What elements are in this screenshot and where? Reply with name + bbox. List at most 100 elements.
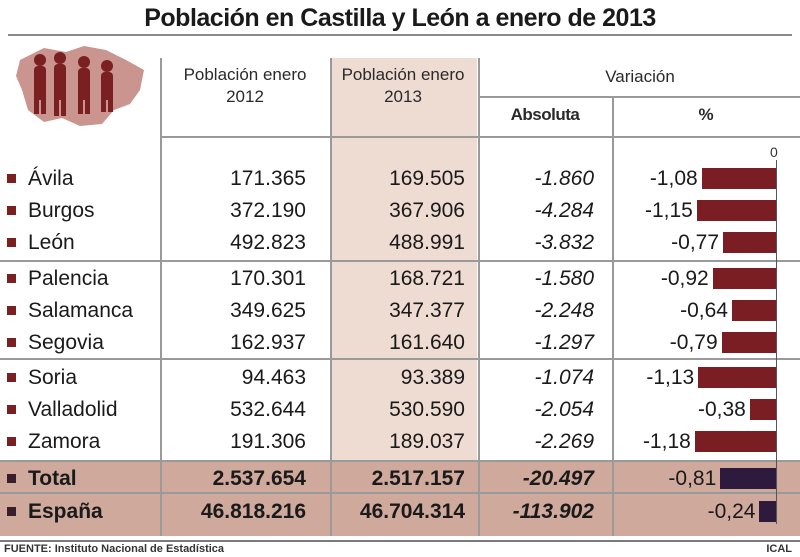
cell-variation-absolute: -1.860 [534,167,594,190]
row-name: Valladolid [28,398,118,421]
table-row: León 492.823 488.991 -3.832 -0,77 [0,227,800,259]
cell-variation-percent: -0,92 [660,267,709,290]
row-bullet-icon [7,306,16,315]
grid-h-header-bottom [160,136,800,138]
chart-title: Población en Castilla y León a enero de … [144,4,656,32]
cell-pop-2012: 162.937 [230,331,306,354]
row-name: Palencia [28,267,109,290]
row-bullet-icon [7,405,16,414]
pct-bar [694,431,776,452]
row-bullet-icon [7,206,16,215]
table-row: Palencia 170.301 168.721 -1.580 -0,92 [0,263,800,295]
pct-bar [731,300,776,321]
cell-variation-percent: -1,18 [642,430,691,453]
cell-variation-percent: -0,79 [669,331,718,354]
cell-pop-2012: 170.301 [230,267,306,290]
row-name: Salamanca [28,299,134,322]
cell-variation-absolute: -2.248 [534,299,594,322]
cell-variation-absolute: -1.580 [534,267,594,290]
table-row: Ávila 171.365 169.505 -1.860 -1,08 [0,163,800,195]
row-name: Total [28,467,77,490]
cell-variation-percent: -0,81 [668,467,717,490]
table-row: Burgos 372.190 367.906 -4.284 -1,15 [0,195,800,227]
grid-h-group2 [0,358,800,360]
row-bullet-icon [7,507,16,516]
cell-variation-percent: -0,64 [680,299,728,322]
title-divider [8,34,792,36]
pct-bar [749,399,776,420]
header-pop-2012: Población enero 2012 [183,65,307,106]
cell-pop-2012: 2.537.654 [212,467,306,490]
header-percent: % [698,105,714,124]
grid-h-total-top [0,460,800,462]
cell-pop-2013: 46.704.314 [359,500,465,523]
agency-credit: ICAL [766,543,792,555]
row-bullet-icon [7,437,16,446]
pct-bar [720,468,776,489]
header-absoluta: Absoluta [510,105,580,124]
table-row: Salamanca 349.625 347.377 -2.248 -0,64 [0,295,800,327]
cell-variation-absolute: -1.297 [534,331,594,354]
pct-bar [696,200,776,221]
row-bullet-icon [7,373,16,382]
cell-pop-2013: 93.389 [400,366,465,389]
row-name: Segovia [28,331,104,354]
cell-variation-absolute: -3.832 [534,231,594,254]
cell-variation-absolute: -2.054 [534,398,594,421]
cell-variation-percent: -0,38 [697,398,746,421]
cell-pop-2013: 530.590 [389,398,465,421]
row-bullet-icon [7,474,16,483]
table-row: España 46.818.216 46.704.314 -113.902 -0,24 [0,496,800,528]
header-variacion: Variación [605,67,675,86]
cell-variation-absolute: -20.497 [522,467,594,490]
pct-bar [712,268,776,289]
pct-bar [759,501,776,522]
cell-pop-2013: 189.037 [389,430,465,453]
row-name: Burgos [28,199,95,222]
cell-pop-2012: 532.644 [230,398,306,421]
cell-pop-2013: 161.640 [389,331,465,354]
cell-variation-percent: -1,13 [646,366,695,389]
cell-variation-percent: -0,24 [707,500,756,523]
cell-pop-2012: 492.823 [230,231,306,254]
grid-h-var-sub [478,96,800,98]
pct-bar [723,232,776,253]
cell-variation-absolute: -2.269 [534,430,594,453]
grid-v-left [160,58,162,536]
cell-pop-2012: 94.463 [241,366,306,389]
cell-pop-2012: 191.306 [230,430,306,453]
grid-v-2013 [330,58,332,536]
grid-h-total-mid [0,492,800,494]
table-row: Total 2.537.654 2.517.157 -20.497 -0,81 [0,463,800,495]
cell-variation-percent: -0,77 [671,231,720,254]
row-name: España [28,500,103,523]
totals-band [0,462,800,536]
row-name: Zamora [28,430,101,453]
row-bullet-icon [7,174,16,183]
axis-zero-line [776,160,777,524]
source-note: FUENTE: Instituto Nacional de Estadístic… [4,543,225,555]
cell-pop-2012: 171.365 [230,167,306,190]
table-row: Segovia 162.937 161.640 -1.297 -0,79 [0,327,800,359]
grid-h-group1 [0,260,800,262]
cell-pop-2013: 347.377 [389,299,465,322]
cell-variation-percent: -1,08 [649,167,698,190]
cell-pop-2012: 372.190 [230,199,306,222]
row-bullet-icon [7,274,16,283]
row-name: Soria [28,366,78,389]
table-row: Valladolid 532.644 530.590 -2.054 -0,38 [0,394,800,426]
castilla-leon-map-figures-icon [16,46,144,126]
cell-pop-2012: 46.818.216 [200,500,306,523]
table-row: Zamora 191.306 189.037 -2.269 -1,18 [0,426,800,458]
row-bullet-icon [7,238,16,247]
row-name: León [28,231,75,254]
cell-pop-2013: 169.505 [389,167,465,190]
grid-v-pct [612,96,614,536]
cell-pop-2013: 2.517.157 [371,467,465,490]
cell-pop-2013: 168.721 [389,267,465,290]
grid-v-var [478,58,480,536]
cell-variation-absolute: -4.284 [534,199,594,222]
pct-bar [721,332,776,353]
cell-variation-absolute: -113.902 [512,500,594,523]
axis-zero-label: 0 [770,144,778,160]
